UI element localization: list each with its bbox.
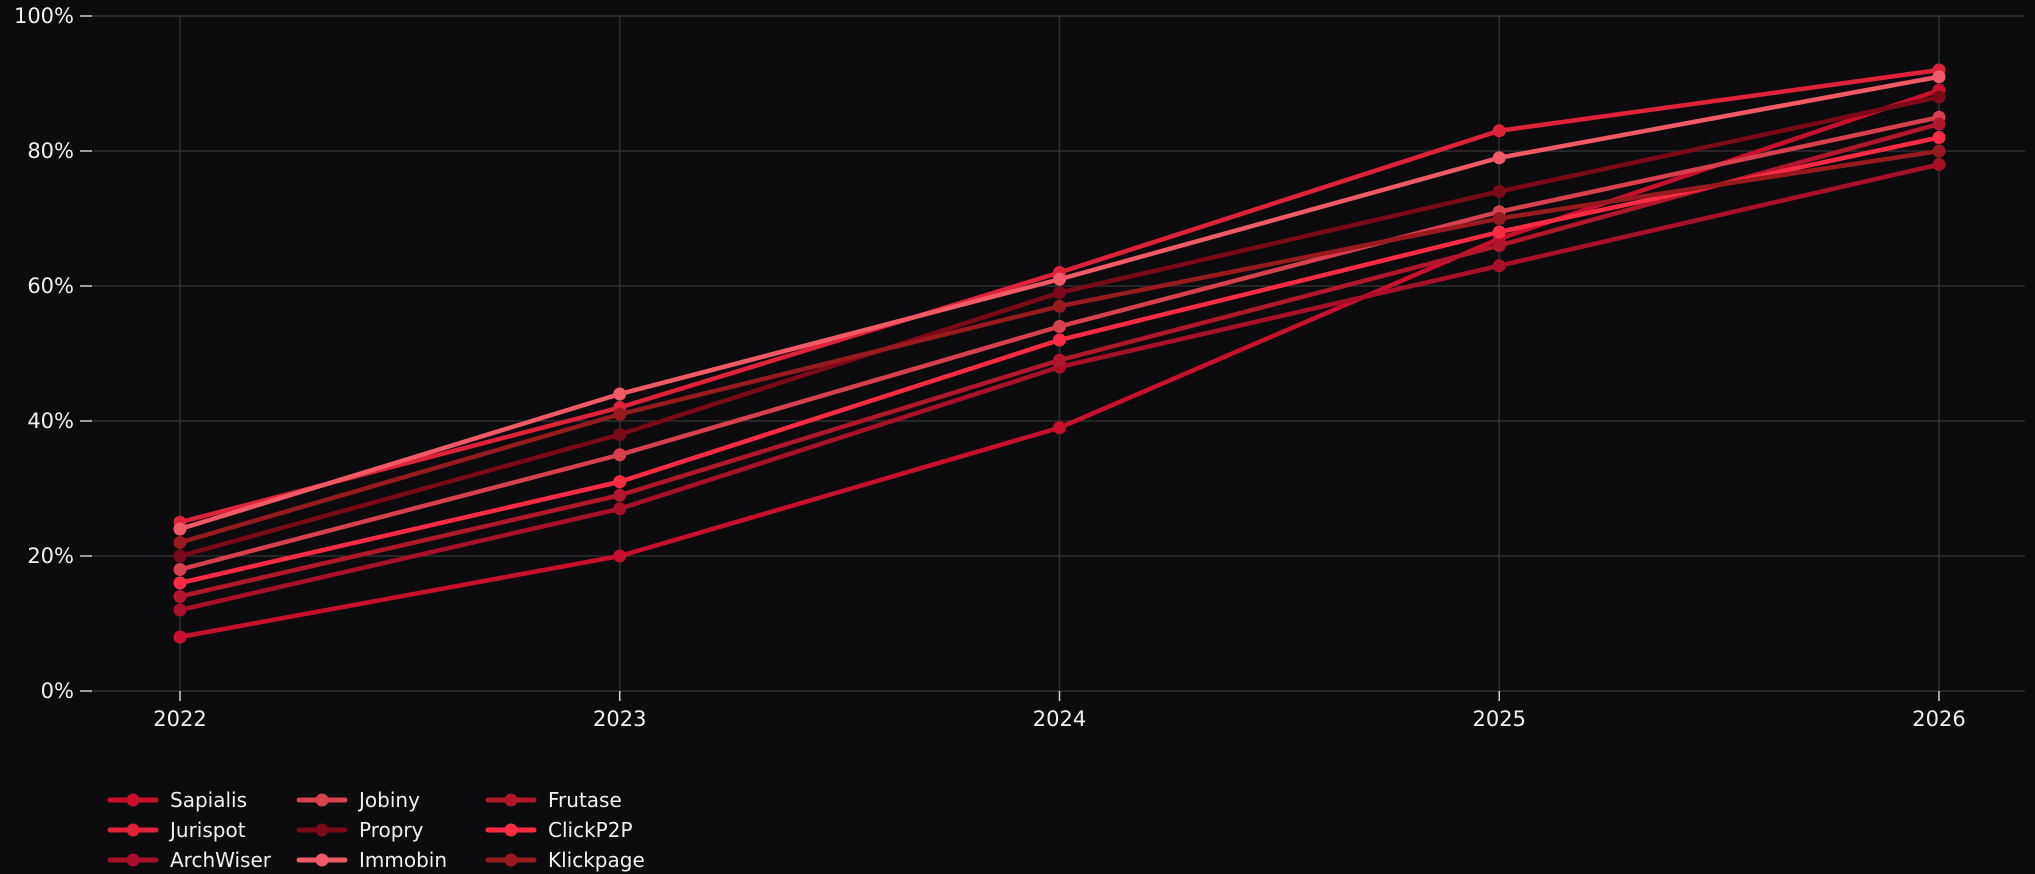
legend-marker [504, 853, 518, 867]
legend-marker [315, 823, 329, 837]
y-tick-label: 100% [14, 4, 74, 28]
data-point [173, 590, 187, 603]
data-point [613, 387, 627, 401]
legend: Sapialis Jurispot ArchWiser Jobiny Propry Imm… [107, 788, 645, 872]
y-tick-label: 20% [27, 544, 74, 568]
data-point [613, 502, 627, 516]
legend-label: Jurispot [168, 818, 246, 842]
data-point [173, 536, 187, 549]
legend-marker [315, 853, 329, 867]
data-point [173, 576, 187, 590]
data-point [1492, 239, 1506, 252]
series-immobin [173, 70, 1946, 536]
legend-item-propry: Propry [296, 818, 424, 842]
data-point [1932, 144, 1946, 158]
legend-label: Jobiny [357, 788, 420, 812]
legend-item-frutase: Frutase [485, 788, 622, 812]
data-point [173, 603, 187, 617]
data-point [613, 428, 627, 441]
legend-label: ClickP2P [548, 818, 633, 842]
data-point [173, 522, 187, 536]
data-point [1932, 158, 1946, 171]
y-tick-label: 80% [27, 139, 74, 163]
y-tick-label: 40% [27, 409, 74, 433]
data-point [1492, 185, 1506, 198]
x-tick-label: 2025 [1473, 707, 1526, 731]
data-point [1492, 225, 1506, 239]
legend-marker [126, 793, 140, 807]
data-point [1053, 320, 1066, 333]
legend-label: ArchWiser [170, 848, 272, 872]
data-point [1492, 259, 1506, 273]
data-point [613, 488, 627, 502]
legend-label: Propry [359, 818, 424, 842]
legend-item-immobin: Immobin [296, 848, 447, 872]
data-point [1932, 117, 1946, 131]
data-point [1053, 272, 1066, 286]
series-lines [173, 63, 1946, 644]
legend-item-sapialis: Sapialis [107, 788, 247, 812]
y-tick-label: 60% [27, 274, 74, 298]
legend-item-jurispot: Jurispot [107, 818, 246, 842]
x-tick-label: 2026 [1912, 707, 1965, 731]
y-tick-label: 0% [41, 679, 74, 703]
legend-label: Immobin [359, 848, 447, 872]
data-point [1492, 151, 1506, 165]
data-point [613, 475, 627, 489]
data-point [1053, 286, 1066, 300]
legend-marker [126, 853, 140, 867]
x-tick-label: 2024 [1033, 707, 1086, 731]
legend-marker [315, 793, 329, 807]
legend-marker [126, 823, 140, 837]
series-frutase [173, 117, 1946, 603]
legend-label: Frutase [548, 788, 622, 812]
x-tick-label: 2022 [153, 707, 206, 731]
data-point [1492, 124, 1506, 138]
legend-item-clickp2p: ClickP2P [485, 818, 633, 842]
legend-label: Klickpage [548, 848, 645, 872]
data-point [613, 448, 627, 462]
legend-item-klickpage: Klickpage [485, 848, 645, 872]
legend-label: Sapialis [170, 788, 247, 812]
legend-marker [504, 793, 518, 807]
data-point [1053, 299, 1066, 313]
legend-item-jobiny: Jobiny [296, 788, 420, 812]
data-point [613, 549, 627, 563]
data-point [1932, 90, 1946, 104]
data-point [173, 630, 187, 644]
data-point [1053, 421, 1066, 435]
data-point [1053, 353, 1066, 367]
data-point [1492, 212, 1506, 225]
axes: 0% 20% 40% 60% 80% 100% 2022 2023 2024 2025 2026 [14, 4, 1966, 731]
data-point [1053, 333, 1066, 347]
grid [92, 15, 2025, 692]
data-point [173, 563, 187, 576]
legend-marker [504, 823, 518, 837]
data-point [1932, 70, 1946, 84]
data-point [173, 549, 187, 563]
series-klickpage [173, 144, 1946, 549]
legend-item-archwiser: ArchWiser [107, 848, 272, 872]
series-clickp2p [173, 131, 1946, 590]
data-point [613, 407, 627, 421]
x-tick-label: 2023 [593, 707, 646, 731]
data-point [1932, 131, 1946, 144]
series-propry [173, 90, 1946, 563]
